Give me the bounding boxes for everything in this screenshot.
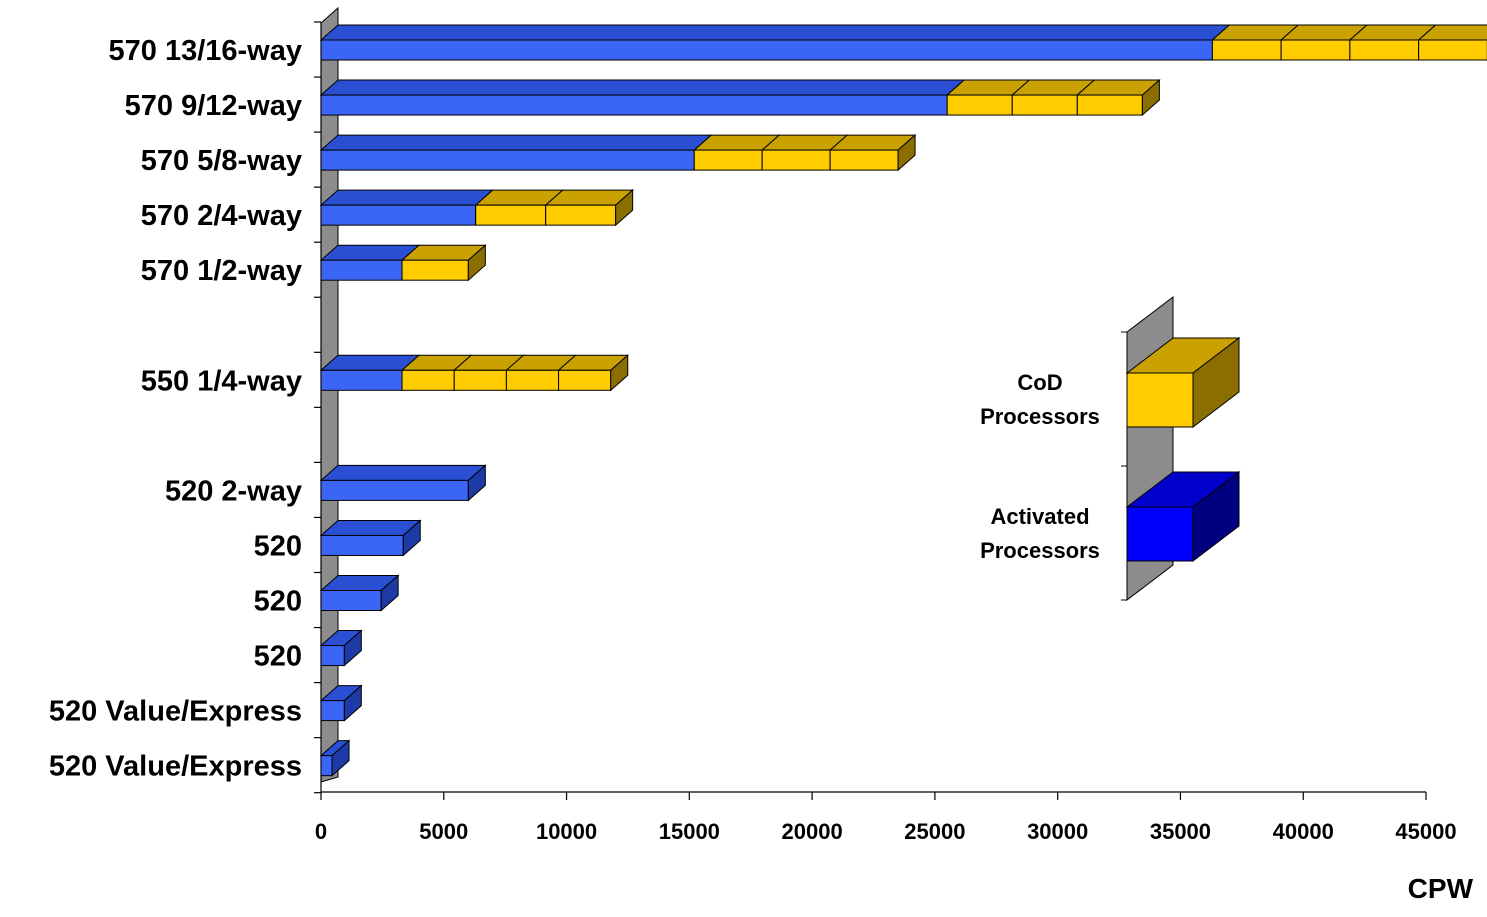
- bar-row: [319, 133, 917, 172]
- category-labels: 570 13/16-way 570 9/12-way 570 5/8-way 570 …: [49, 35, 302, 783]
- bar-row: [319, 189, 634, 227]
- x-tick-label: 25000: [904, 819, 965, 844]
- bar-activated-top: [319, 134, 713, 151]
- bar-row: [319, 78, 1161, 117]
- bar-cod-segment: [1076, 94, 1143, 116]
- bar-cod-segment: [401, 259, 469, 281]
- legend-label: Activated Processors: [980, 504, 1100, 563]
- bar-activated-top: [319, 464, 487, 481]
- bar-cod-segment: [946, 94, 1013, 116]
- bar-activated: [320, 259, 403, 281]
- bar-activated: [320, 479, 469, 501]
- bar-activated-side: [343, 629, 362, 667]
- bar-row: [319, 244, 487, 282]
- bar-cod-segment: [829, 149, 899, 171]
- category-label: 520: [254, 530, 302, 562]
- category-label: 570 9/12-way: [125, 90, 302, 122]
- bar-activated: [320, 94, 948, 116]
- bar-row: [319, 464, 487, 502]
- chart-back-wall: [314, 6, 339, 794]
- bar-cod-segment: [1211, 39, 1282, 61]
- x-axis-title: CPW: [1408, 873, 1474, 904]
- category-label: 570 1/2-way: [141, 255, 302, 287]
- chart-bars: [319, 24, 1487, 777]
- legend-label-line: Processors: [980, 404, 1100, 429]
- bar-row: [319, 354, 630, 392]
- bar-activated-side: [380, 574, 399, 612]
- bar-cod-segment: [475, 204, 547, 226]
- category-label: 520 2-way: [165, 475, 302, 507]
- bar-activated: [320, 149, 695, 171]
- bar-activated-top: [319, 24, 1231, 41]
- x-tick-label: 0: [315, 819, 327, 844]
- x-tick-label: 35000: [1150, 819, 1211, 844]
- bar-cod-segment: [545, 204, 617, 226]
- bar-activated-side: [331, 739, 350, 777]
- bar-cod-segment: [1418, 39, 1487, 61]
- x-tick-label: 5000: [419, 819, 468, 844]
- bar-cod-segment: [505, 369, 560, 391]
- bar-activated: [320, 755, 333, 777]
- bar-cod-segment: [761, 149, 831, 171]
- bar-activated-top: [319, 189, 495, 206]
- category-label: 520 Value/Express: [49, 751, 302, 783]
- bar-activated-side: [343, 684, 362, 722]
- x-axis: 0 5000 10000 15000 20000 25000 30000 35000 40000…: [315, 791, 1457, 844]
- legend-label: CoD Processors: [980, 370, 1100, 429]
- bar-activated: [320, 590, 382, 611]
- bar-activated: [320, 534, 404, 556]
- bar-cod-side: [467, 244, 486, 282]
- x-tick-label: 45000: [1395, 819, 1456, 844]
- bar-cod-segment: [453, 369, 507, 391]
- bar-cod-side: [1141, 78, 1160, 117]
- category-label: 570 13/16-way: [109, 35, 302, 67]
- bar-activated-top: [319, 79, 966, 96]
- bar-activated-side: [467, 464, 486, 502]
- bar-cod-side: [610, 354, 629, 392]
- x-tick-label: 40000: [1273, 819, 1334, 844]
- bar-activated: [320, 700, 345, 722]
- bar-cod-segment: [1349, 39, 1420, 61]
- bar-row: [319, 574, 400, 612]
- bar-row: [319, 24, 1487, 62]
- bar-cod-side: [897, 133, 916, 172]
- x-tick-label: 20000: [782, 819, 843, 844]
- category-label: 570 2/4-way: [141, 200, 302, 232]
- category-label: 550 1/4-way: [141, 365, 302, 397]
- legend: CoD Processors Activated Processors: [980, 295, 1241, 602]
- bar-cod-segment: [1011, 94, 1078, 116]
- bar-activated: [320, 39, 1213, 61]
- bar-cod-segment: [693, 149, 763, 171]
- legend-label-line: CoD: [1017, 370, 1062, 395]
- legend-item: CoD Processors: [980, 336, 1241, 429]
- x-tick-label: 30000: [1027, 819, 1088, 844]
- legend-label-line: Processors: [980, 538, 1100, 563]
- category-label: 520: [254, 641, 302, 673]
- x-tick-label: 10000: [536, 819, 597, 844]
- bar-cod-segment: [1280, 39, 1351, 61]
- x-tick-label: 15000: [659, 819, 720, 844]
- legend-swatch: [1126, 372, 1194, 428]
- bar-cod-segment: [401, 369, 455, 391]
- bar-cod-segment: [558, 369, 612, 391]
- legend-swatch: [1126, 506, 1194, 562]
- bar-row: [319, 739, 351, 777]
- legend-item: Activated Processors: [980, 470, 1241, 563]
- bar-activated: [320, 369, 403, 391]
- bar-cod-side: [615, 189, 634, 227]
- bar-row: [319, 519, 422, 557]
- bar-row: [319, 629, 363, 667]
- category-label: 520: [254, 586, 302, 618]
- bar-row: [319, 684, 363, 722]
- category-label: 520 Value/Express: [49, 696, 302, 728]
- bar-activated: [320, 204, 477, 226]
- bar-activated: [320, 645, 345, 667]
- legend-label-line: Activated: [990, 504, 1089, 529]
- category-label: 570 5/8-way: [141, 145, 302, 177]
- bar-activated-side: [402, 519, 421, 557]
